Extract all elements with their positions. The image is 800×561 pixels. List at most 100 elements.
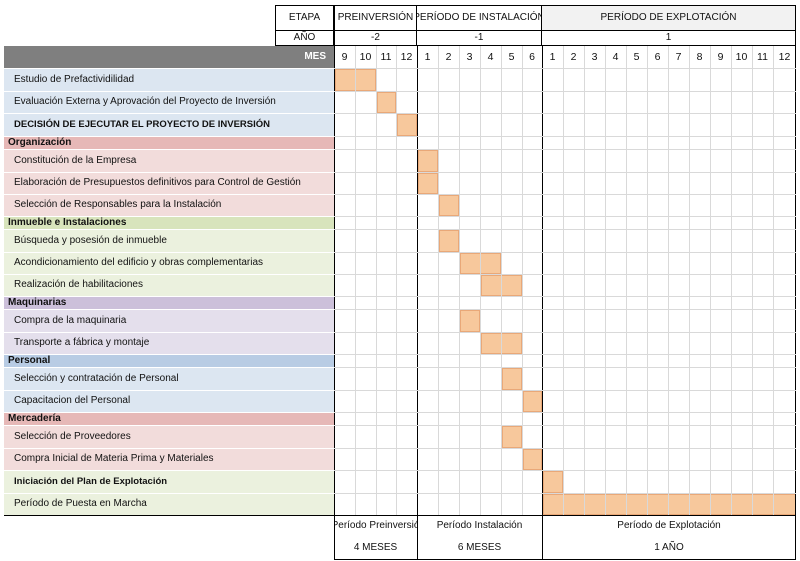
- grid-hline: [334, 296, 796, 297]
- grid-vline: [584, 46, 585, 515]
- stage-year-3: 1: [542, 31, 796, 46]
- grid-vline: [668, 46, 669, 515]
- grid-vline: [542, 46, 543, 515]
- month-header: 2: [445, 50, 452, 63]
- grid-hline: [334, 136, 796, 137]
- grid-hline: [334, 149, 796, 150]
- grid-vline: [563, 46, 564, 515]
- etapa-label: ETAPA: [275, 5, 334, 31]
- task-row-label: Período de Puesta en Marcha: [4, 493, 334, 515]
- stage-name-2: PERÍODO DE INSTALACIÓN: [417, 5, 542, 31]
- gantt-bar: [397, 114, 417, 136]
- gantt-bar: [523, 449, 542, 470]
- task-row-label: Realización de habilitaciones: [4, 274, 334, 296]
- grid-vline: [605, 46, 606, 515]
- month-header: 3: [466, 50, 473, 63]
- grid-hline: [334, 91, 796, 92]
- grid-hline: [334, 367, 796, 368]
- label-separator: [4, 252, 334, 253]
- gantt-bar: [523, 391, 542, 412]
- grid-hline: [334, 354, 796, 355]
- month-header: 11: [757, 50, 768, 63]
- ano-label: AÑO: [275, 31, 334, 46]
- footer-vline: [795, 515, 796, 559]
- label-separator: [4, 390, 334, 391]
- task-row-label: Evaluación Externa y Aprovación del Proy…: [4, 91, 334, 113]
- gantt-bar: [418, 173, 438, 194]
- month-header: 1: [424, 50, 431, 63]
- grid-vline: [417, 46, 418, 515]
- category-header: Maquinarias: [4, 296, 334, 309]
- footer-vline: [417, 515, 418, 559]
- milestone-row-label: Iniciación del Plan de Explotación: [4, 470, 334, 493]
- grid-hline: [334, 470, 796, 471]
- label-separator: [4, 448, 334, 449]
- month-header: 10: [359, 50, 372, 63]
- month-header: 4: [612, 50, 619, 63]
- grid-hline: [334, 229, 796, 230]
- footer-bottom-line: [334, 559, 796, 560]
- task-row-label: Selección de Responsables para la Instal…: [4, 194, 334, 216]
- footer-duration: 1 AÑO: [654, 542, 684, 553]
- task-row-label: Capacitacion del Personal: [4, 390, 334, 412]
- stage-name-1: PREINVERSIÓN: [334, 5, 417, 31]
- gantt-bar: [502, 368, 522, 390]
- footer-top-line: [4, 515, 796, 516]
- label-separator: [4, 149, 334, 150]
- label-separator: [4, 367, 334, 368]
- grid-hline: [334, 68, 796, 69]
- grid-vline: [501, 46, 502, 515]
- gantt-bar: [418, 150, 438, 172]
- task-row-label: Compra Inicial de Materia Prima y Materi…: [4, 448, 334, 470]
- category-header: Mercadería: [4, 412, 334, 425]
- milestone-row-label: DECISIÓN DE EJECUTAR EL PROYECTO DE INVE…: [4, 113, 334, 136]
- grid-vline: [334, 46, 335, 515]
- gantt-bar: [543, 494, 796, 515]
- grid-vline: [710, 46, 711, 515]
- task-row-label: Acondicionamiento del edificio y obras c…: [4, 252, 334, 274]
- month-header: 5: [633, 50, 640, 63]
- grid-hline: [334, 412, 796, 413]
- grid-vline: [376, 46, 377, 515]
- label-separator: [4, 172, 334, 173]
- label-separator: [4, 216, 334, 217]
- stage-name-3: PERÍODO DE EXPLOTACIÓN: [542, 5, 796, 31]
- grid-hline: [334, 425, 796, 426]
- gantt-bar: [439, 230, 459, 252]
- grid-hline: [334, 194, 796, 195]
- grid-hline: [334, 332, 796, 333]
- label-separator: [4, 113, 334, 114]
- month-header: 10: [735, 50, 748, 63]
- task-row-label: Búsqueda y posesión de inmueble: [4, 229, 334, 252]
- grid-hline: [334, 252, 796, 253]
- mes-label: MES: [4, 46, 334, 68]
- gantt-bar: [543, 471, 563, 493]
- label-separator: [4, 274, 334, 275]
- label-separator: [4, 136, 334, 137]
- task-row-label: Selección y contratación de Personal: [4, 367, 334, 390]
- footer-vline: [334, 515, 335, 559]
- task-row-label: Constitución de la Empresa: [4, 149, 334, 172]
- footer-duration: 4 MESES: [353, 542, 398, 553]
- label-separator: [4, 412, 334, 413]
- grid-vline: [480, 46, 481, 515]
- label-separator: [4, 68, 334, 69]
- label-separator: [4, 229, 334, 230]
- grid-vline: [773, 46, 774, 515]
- grid-hline: [334, 274, 796, 275]
- grid-vline: [731, 46, 732, 515]
- stage-year-2: -1: [417, 31, 542, 46]
- footer-vline: [542, 515, 543, 559]
- grid-vline: [647, 46, 648, 515]
- month-header: 7: [675, 50, 682, 63]
- grid-vline: [795, 46, 796, 515]
- grid-vline: [689, 46, 690, 515]
- label-separator: [4, 91, 334, 92]
- month-header: 11: [380, 50, 392, 63]
- month-header: 9: [717, 50, 724, 63]
- label-separator: [4, 425, 334, 426]
- footer-period-name: Período Instalación: [436, 520, 523, 531]
- footer-duration: 6 MESES: [457, 542, 502, 553]
- task-row-label: Estudio de Prefactividilidad: [4, 68, 334, 91]
